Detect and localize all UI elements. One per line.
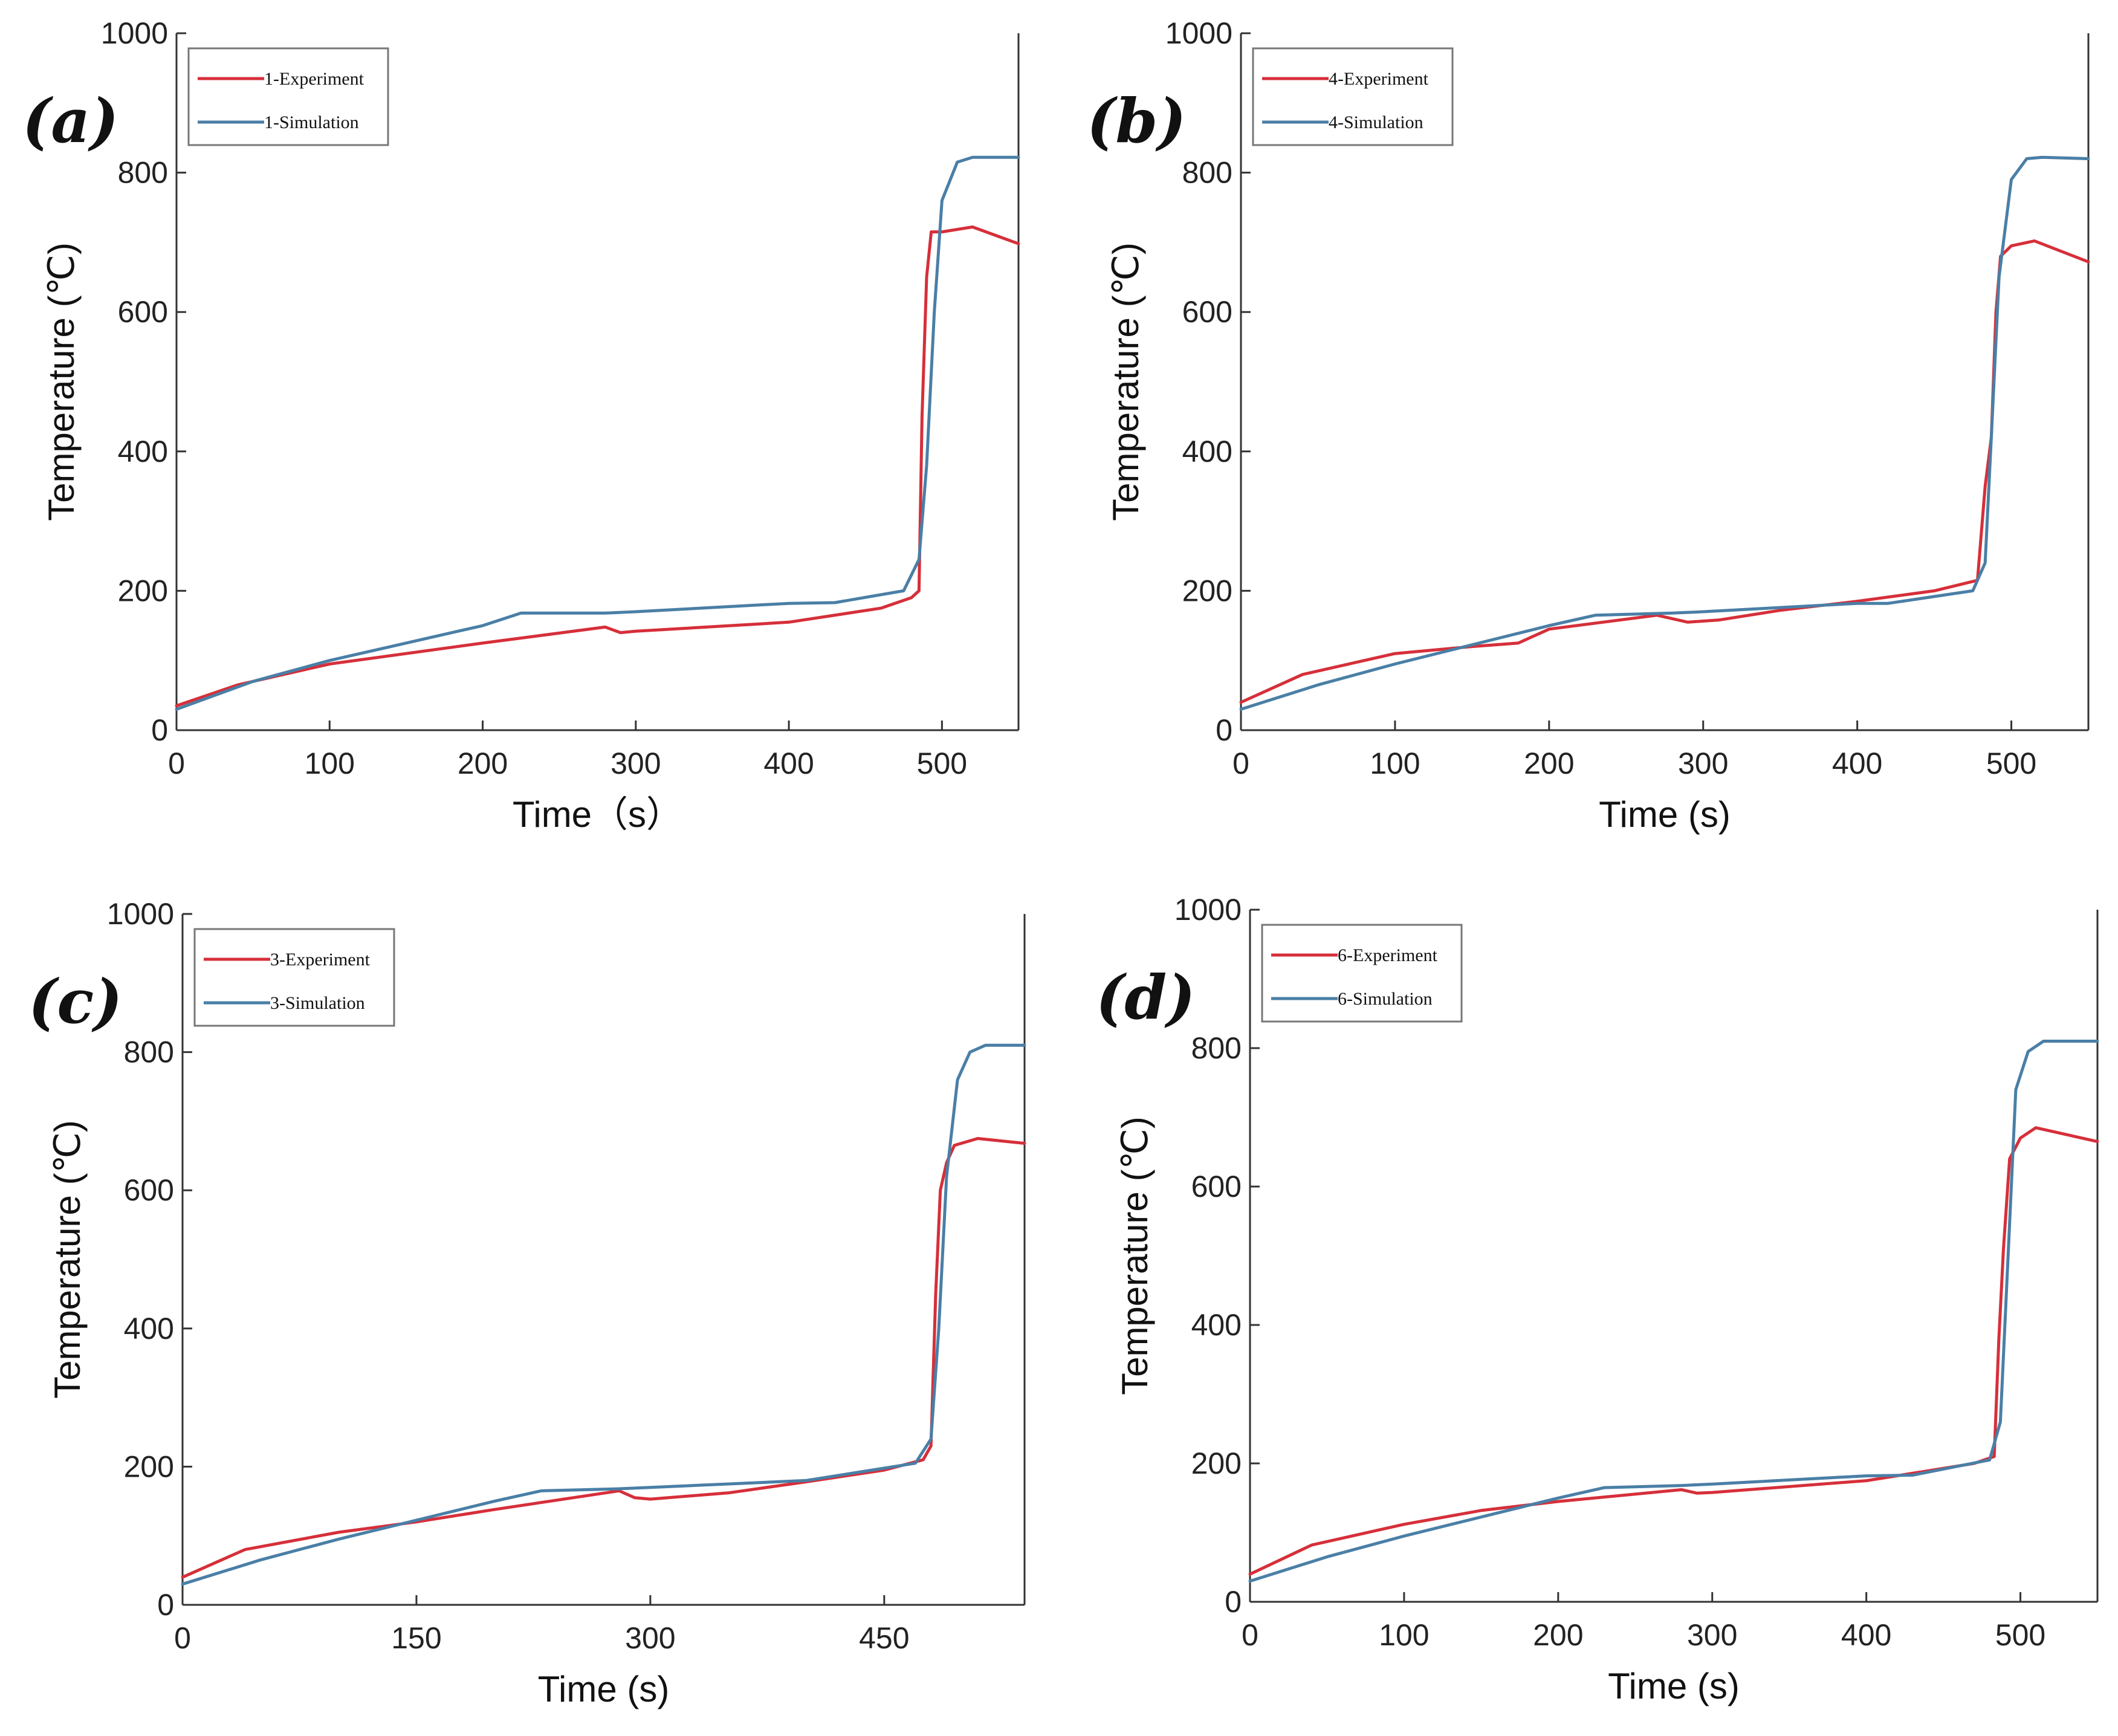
x-tick-label: 100: [1379, 1618, 1429, 1652]
panel-a: 0 200 400 600 800 1000 0 100 200 300 400 500 Time（s）…: [22, 16, 1020, 835]
legend-box: [193, 928, 395, 1027]
y-tick-label: 0: [151, 713, 168, 747]
x-tick-label: 400: [763, 747, 814, 780]
x-tick-label: 300: [625, 1621, 675, 1655]
y-tick-label: 1000: [107, 897, 174, 931]
y-tick-label: 400: [1182, 435, 1232, 468]
x-tick-label: 300: [1678, 747, 1728, 780]
y-tick-label: 800: [1191, 1031, 1242, 1065]
series-line-simulation: [1248, 1040, 2099, 1583]
y-tick-label: 0: [157, 1588, 174, 1622]
y-tick-label: 200: [1191, 1446, 1242, 1480]
x-tick-label: 0: [174, 1621, 191, 1655]
x-axis-label: Time (s): [538, 1669, 670, 1709]
x-tick-label: 300: [610, 747, 661, 780]
x-tick-label: 0: [168, 747, 185, 780]
y-tick-label: 600: [1191, 1170, 1242, 1203]
panel-d: 0 200 400 600 800 1000 0 100 200 300 400 500 Time (s…: [1096, 893, 2099, 1706]
x-tick-label: 450: [859, 1621, 909, 1655]
y-tick-label: 800: [1182, 156, 1232, 190]
legend-label: 3-Simulation: [270, 993, 365, 1013]
legend-box: [1261, 924, 1463, 1023]
series-line-experiment: [1239, 239, 2090, 704]
y-axis-label: Temperature (℃): [1115, 1116, 1155, 1395]
series-line-simulation: [175, 155, 1020, 711]
x-tick-label: 100: [305, 747, 355, 780]
x-tick-label: 400: [1841, 1618, 1891, 1652]
y-tick-label: 0: [1216, 713, 1232, 747]
y-tick-label: 400: [1191, 1308, 1242, 1342]
legend-label: 4-Experiment: [1329, 69, 1429, 89]
legend-label: 6-Simulation: [1338, 989, 1433, 1009]
x-tick-label: 200: [1524, 747, 1574, 780]
legend-label: 4-Simulation: [1329, 112, 1423, 132]
series-line-simulation: [181, 1043, 1026, 1586]
legend-box: [187, 47, 389, 146]
y-tick-label: 600: [124, 1173, 174, 1207]
y-tick-label: 200: [1182, 574, 1232, 607]
y-axis-label: Temperature (℃): [1106, 242, 1146, 521]
y-tick-label: 200: [124, 1449, 174, 1483]
series-line-experiment: [175, 225, 1020, 708]
series-line-experiment: [1248, 1126, 2099, 1576]
y-tick-label: 0: [1225, 1585, 1242, 1619]
y-tick-label: 400: [124, 1312, 174, 1346]
legend-label: 1-Simulation: [264, 112, 359, 132]
y-tick-label: 800: [118, 156, 168, 190]
panel-letter-c: (c): [28, 966, 123, 1037]
legend-label: 6-Experiment: [1338, 945, 1438, 965]
y-axis-label: Temperature (℃): [41, 242, 82, 521]
y-tick-label: 400: [118, 435, 168, 468]
legend-label: 3-Experiment: [270, 950, 371, 970]
y-tick-label: 800: [124, 1035, 174, 1069]
x-tick-label: 300: [1687, 1618, 1737, 1652]
y-tick-label: 1000: [101, 16, 168, 50]
x-tick-label: 200: [1533, 1618, 1583, 1652]
panel-b: 0 200 400 600 800 1000 0 100 200 300 400 500 Time (s…: [1087, 16, 2090, 835]
y-tick-label: 200: [118, 574, 168, 607]
y-tick-label: 600: [1182, 295, 1232, 329]
x-tick-label: 0: [1242, 1618, 1258, 1652]
x-tick-label: 500: [1986, 747, 2036, 780]
y-axis-label: Temperature (℃): [47, 1120, 88, 1399]
x-tick-label: 200: [458, 747, 508, 780]
x-tick-label: 400: [1832, 747, 1882, 780]
panel-c: 0 200 400 600 800 1000 0 150 300 450 Time (s) Tempe…: [28, 897, 1026, 1709]
x-tick-label: 0: [1232, 747, 1249, 780]
y-tick-label: 1000: [1174, 893, 1242, 927]
legend-box: [1252, 47, 1454, 146]
panel-letter-d: (d): [1096, 962, 1196, 1033]
y-tick-label: 600: [118, 295, 168, 329]
panel-letter-b: (b): [1087, 85, 1187, 157]
x-tick-label: 500: [1995, 1618, 2045, 1652]
series-line-experiment: [181, 1137, 1026, 1579]
x-axis-label: Time (s): [1608, 1666, 1740, 1706]
x-axis-label: Time（s）: [513, 794, 682, 835]
y-tick-label: 1000: [1165, 16, 1232, 50]
legend-label: 1-Experiment: [264, 69, 364, 89]
x-tick-label: 100: [1370, 747, 1420, 780]
series-line-simulation: [1239, 155, 2090, 711]
x-tick-label: 500: [917, 747, 967, 780]
x-tick-label: 150: [391, 1621, 441, 1655]
x-axis-label: Time (s): [1599, 794, 1731, 835]
panel-letter-a: (a): [22, 85, 118, 157]
